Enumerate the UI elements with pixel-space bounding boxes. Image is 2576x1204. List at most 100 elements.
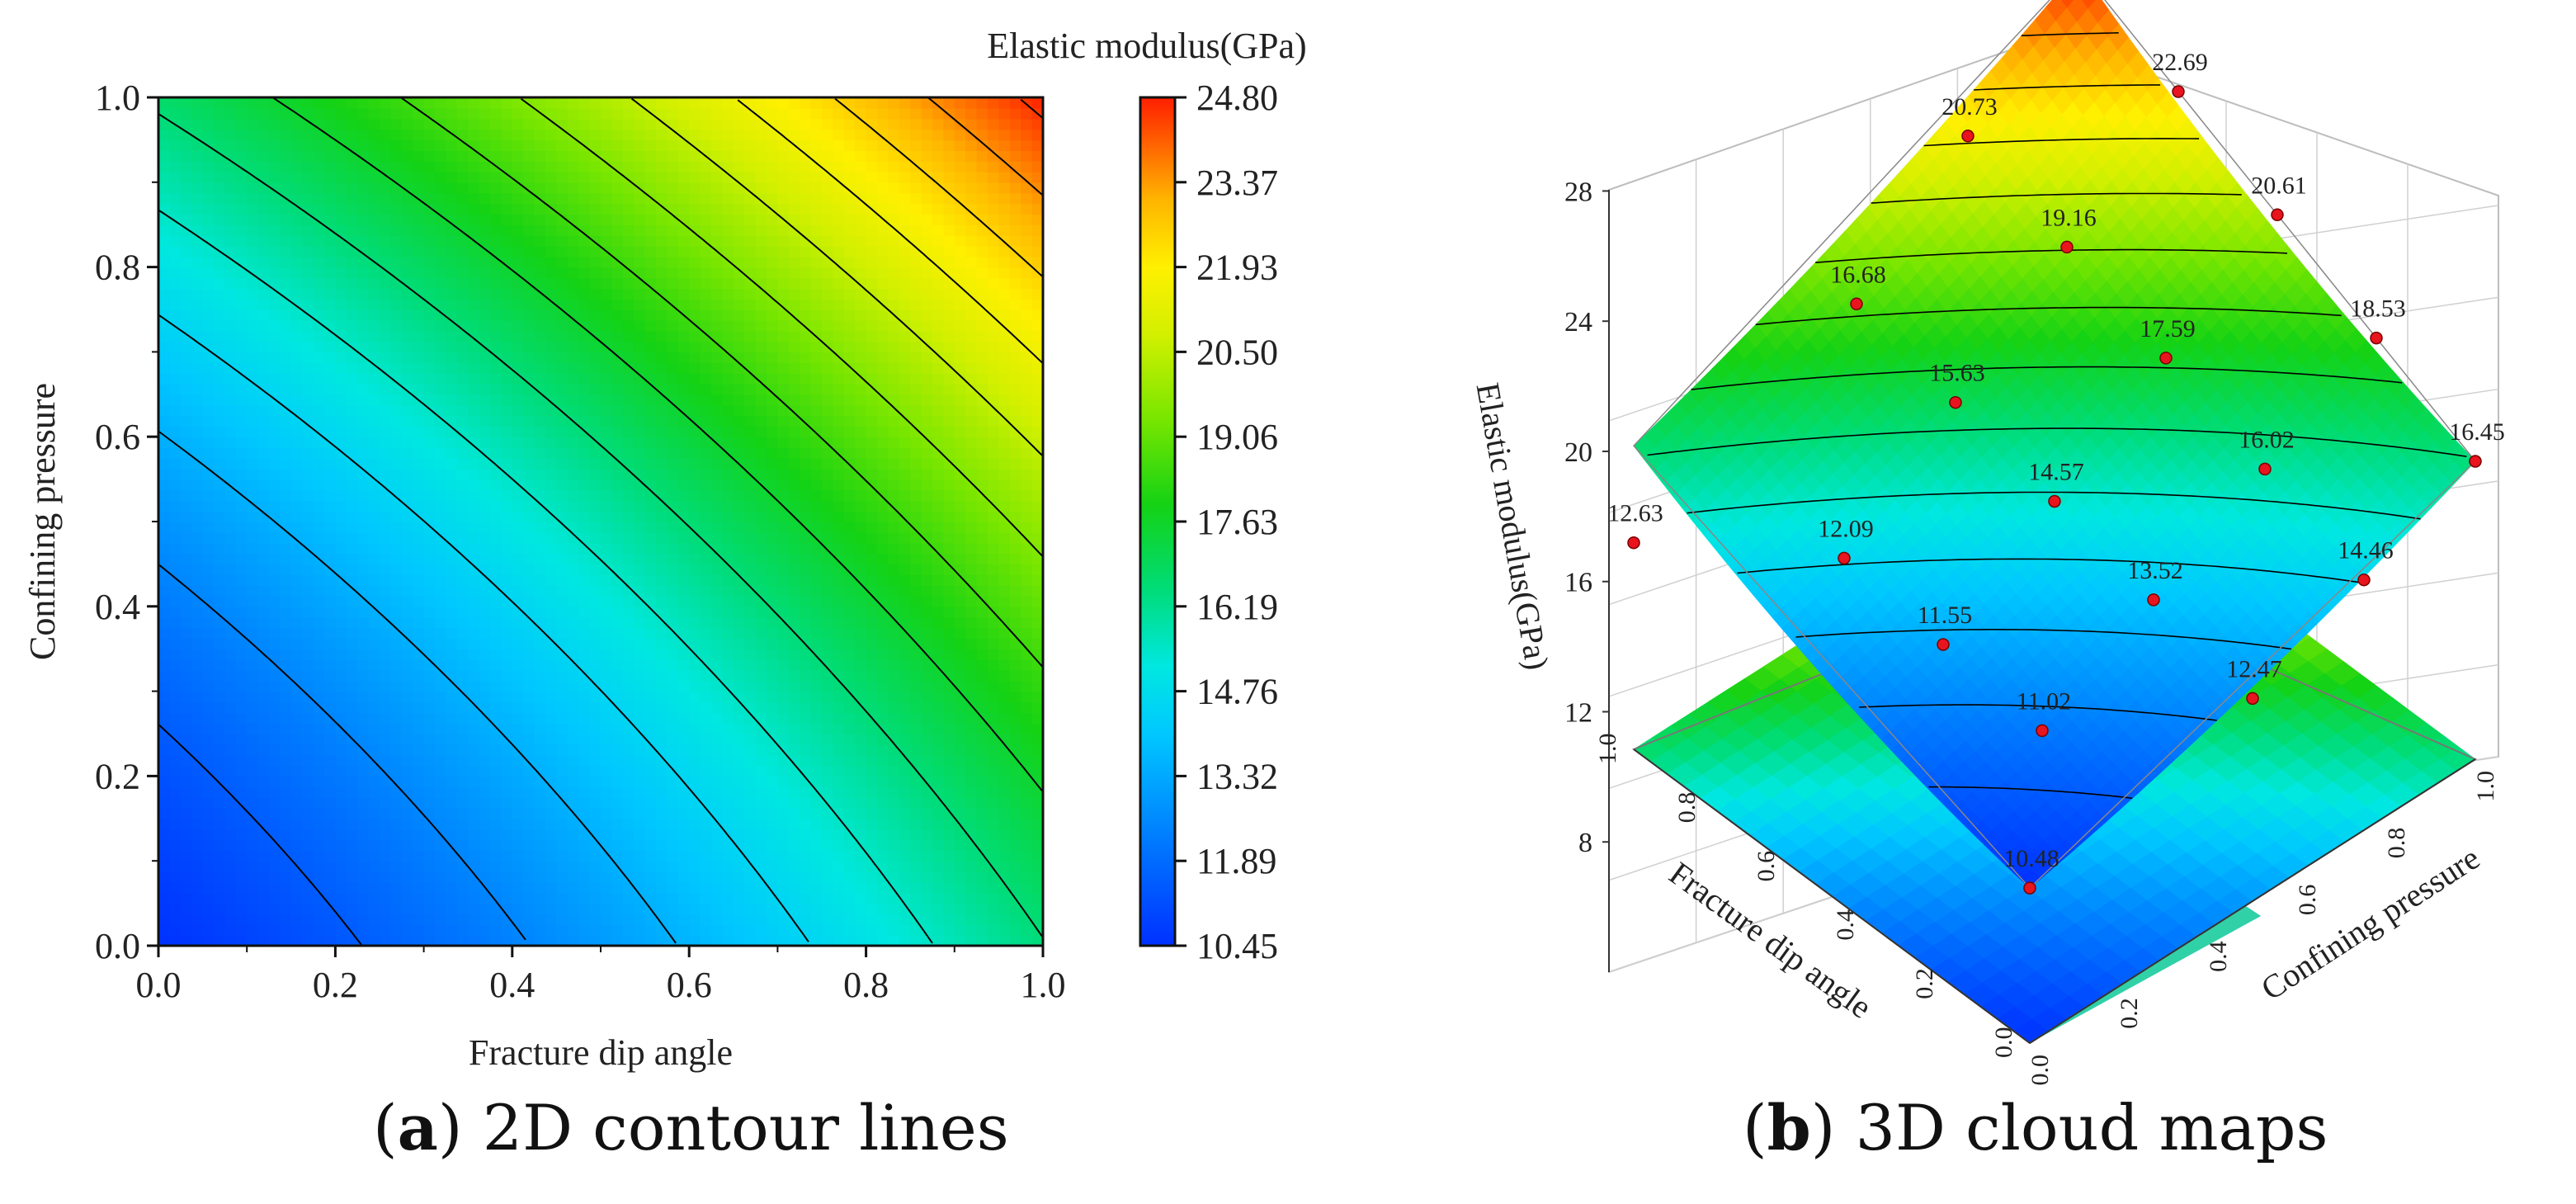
- heat-cell: [368, 734, 380, 745]
- heat-cell: [357, 914, 370, 926]
- heat-cell: [810, 627, 823, 640]
- heat-cell: [667, 522, 679, 533]
- heat-cell: [733, 691, 745, 703]
- heat-cell: [490, 277, 502, 290]
- heat-cell: [235, 129, 248, 141]
- heat-cell: [545, 235, 558, 247]
- heat-cell: [634, 352, 646, 364]
- heat-cell: [490, 214, 502, 225]
- heat-cell: [700, 892, 712, 904]
- heat-cell: [501, 192, 513, 205]
- heat-cell: [733, 235, 745, 247]
- heat-cell: [788, 701, 800, 714]
- heat-cell: [302, 383, 314, 395]
- heat-cell: [479, 542, 491, 555]
- heat-cell: [435, 352, 447, 364]
- heat-cell: [622, 649, 635, 660]
- heat-cell: [446, 309, 458, 321]
- heat-cell: [169, 924, 182, 936]
- heat-cell: [169, 352, 182, 364]
- heat-cell: [644, 309, 657, 321]
- heat-cell: [744, 797, 757, 809]
- heat-cell: [667, 914, 679, 926]
- heat-cell: [810, 437, 823, 448]
- heat-cell: [744, 734, 757, 745]
- heat-cell: [368, 171, 380, 183]
- heat-cell: [689, 415, 701, 427]
- heat-cell: [755, 468, 767, 480]
- heat-cell: [247, 871, 259, 883]
- heat-cell: [578, 839, 591, 852]
- heat-cell: [490, 903, 502, 915]
- heat-cell: [269, 914, 281, 926]
- heat-cell: [722, 203, 734, 215]
- heat-cell: [800, 171, 812, 183]
- heat-cell: [512, 330, 524, 342]
- heat-cell: [346, 182, 358, 194]
- heat-cell: [578, 129, 591, 141]
- heat-cell: [788, 574, 800, 586]
- heat-cell: [545, 341, 558, 353]
- heat-cell: [534, 511, 546, 522]
- heat-cell: [257, 531, 270, 544]
- heat-cell: [423, 744, 436, 756]
- heat-cell: [788, 437, 800, 448]
- heat-cell: [677, 235, 690, 247]
- heat-cell: [689, 489, 701, 502]
- heat-cell: [501, 564, 513, 576]
- heat-cell: [446, 776, 458, 788]
- heat-cell: [733, 319, 745, 332]
- heat-cell: [512, 235, 524, 247]
- heat-cell: [534, 935, 546, 946]
- heat-cell: [247, 914, 259, 926]
- heat-cell: [711, 861, 724, 872]
- heat-cell: [335, 542, 347, 555]
- heat-cell: [456, 818, 469, 830]
- heat-cell: [423, 415, 436, 427]
- heat-cell: [545, 754, 558, 767]
- heat-cell: [622, 500, 635, 512]
- heat-cell: [224, 924, 237, 936]
- heat-cell: [534, 479, 546, 491]
- heat-cell: [578, 299, 591, 310]
- heat-cell: [744, 553, 757, 565]
- heat-cell: [523, 415, 535, 427]
- heat-cell: [368, 935, 380, 946]
- heat-cell: [357, 754, 370, 767]
- heat-cell: [401, 404, 413, 417]
- heat-cell: [810, 595, 823, 607]
- heat-cell: [833, 881, 845, 894]
- heat-cell: [180, 479, 192, 491]
- heat-cell: [512, 373, 524, 385]
- heat-cell: [677, 404, 690, 417]
- heat-cell: [302, 362, 314, 374]
- heat-cell: [247, 394, 259, 406]
- heat-cell: [490, 786, 502, 798]
- heat-cell: [401, 924, 413, 936]
- heat-cell: [435, 595, 447, 607]
- heat-cell: [235, 754, 248, 767]
- heat-cell: [191, 139, 204, 152]
- heat-cell: [290, 585, 303, 597]
- heat-cell: [191, 479, 204, 491]
- heat-cell: [456, 669, 469, 682]
- heat-cell: [733, 341, 745, 353]
- heat-cell: [800, 235, 812, 247]
- heat-cell: [767, 649, 779, 660]
- heat-cell: [435, 129, 447, 141]
- heat-cell: [534, 437, 546, 448]
- heat-cell: [191, 881, 204, 894]
- heat-cell: [622, 256, 635, 268]
- heat-cell: [313, 277, 325, 290]
- heat-cell: [523, 182, 535, 194]
- heat-cell: [224, 712, 237, 724]
- heat-cell: [180, 797, 192, 809]
- heat-cell: [589, 171, 602, 183]
- heat-cell: [611, 150, 624, 162]
- heat-cell: [158, 330, 171, 342]
- heat-cell: [423, 638, 436, 649]
- heat-cell: [634, 701, 646, 714]
- heat-cell: [656, 415, 668, 427]
- heat-cell: [346, 616, 358, 629]
- heat-cell: [545, 479, 558, 491]
